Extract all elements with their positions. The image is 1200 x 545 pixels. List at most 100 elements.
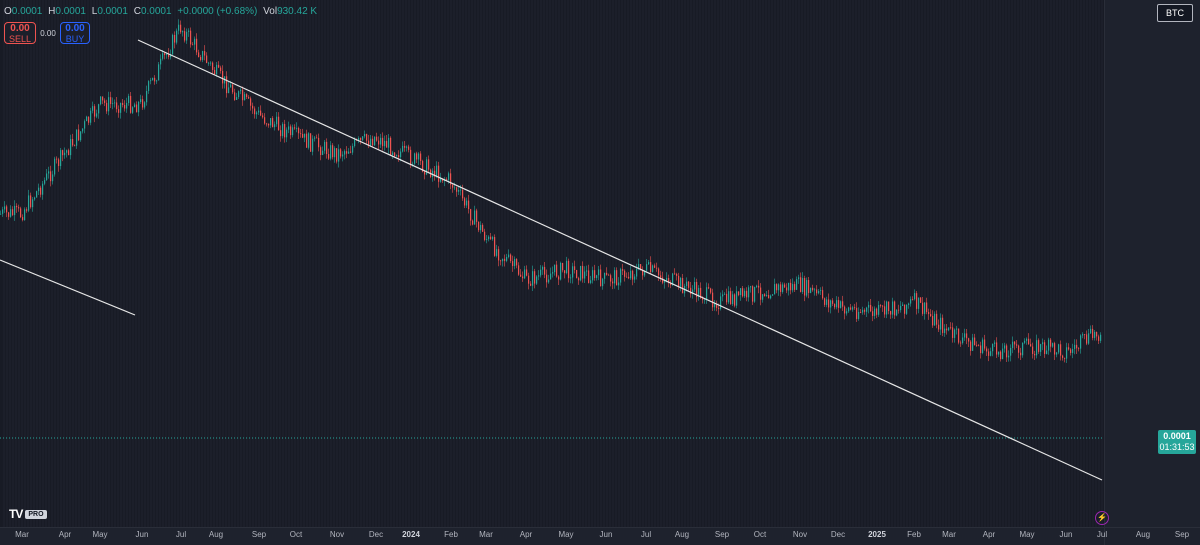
time-axis[interactable] xyxy=(0,527,1104,545)
candle-body xyxy=(378,140,380,145)
price-chart[interactable] xyxy=(0,0,1104,527)
candle-body xyxy=(766,295,768,297)
candle-body xyxy=(864,309,866,312)
candle-body xyxy=(714,303,716,308)
candle-body xyxy=(666,277,668,281)
candle-body xyxy=(746,290,748,298)
candle-body xyxy=(504,258,506,261)
candle-body xyxy=(852,307,854,310)
buy-button[interactable]: 0.00 BUY xyxy=(60,22,90,44)
candle-body xyxy=(114,102,116,104)
candle-body xyxy=(554,264,556,273)
candle-body xyxy=(810,287,812,293)
candle-body xyxy=(806,280,808,296)
candle-body xyxy=(470,209,472,221)
time-label-9: Dec xyxy=(368,530,384,539)
time-label-23: Feb xyxy=(907,530,921,539)
candle-body xyxy=(716,303,718,308)
candle-body xyxy=(82,128,84,132)
candle-body xyxy=(92,106,94,111)
time-label-28: Jul xyxy=(1096,530,1108,539)
symbol-badge[interactable]: BTC xyxy=(1157,4,1193,22)
candle-body xyxy=(800,277,802,292)
candle-body xyxy=(872,311,874,316)
candle-body xyxy=(670,283,672,286)
candle-body xyxy=(1080,335,1082,349)
candle-body xyxy=(592,270,594,281)
candle-body xyxy=(236,97,238,100)
candle-body xyxy=(934,313,936,326)
trendline-main[interactable] xyxy=(137,39,1103,481)
candle-body xyxy=(818,290,820,294)
candle-body xyxy=(924,302,926,314)
candle-body xyxy=(796,279,798,290)
candle-body xyxy=(390,137,392,155)
candle-body xyxy=(566,260,568,274)
candle-body xyxy=(858,311,860,319)
candle-body xyxy=(386,140,388,148)
sell-price: 0.00 xyxy=(10,23,30,34)
candle-body xyxy=(946,328,948,331)
candle-body xyxy=(140,99,142,103)
ohlc-legend: O0.0001 H0.0001 L0.0001 C0.0001 +0.0000 … xyxy=(4,6,320,17)
time-label-10: 2024 xyxy=(402,530,420,539)
candle-body xyxy=(108,97,110,112)
tradingview-logo[interactable]: TV PRO xyxy=(9,507,47,521)
candle-body xyxy=(978,345,980,347)
lightning-icon[interactable]: ⚡ xyxy=(1095,511,1109,525)
candle-body xyxy=(170,54,172,58)
candle-body xyxy=(534,271,536,284)
candle-body xyxy=(628,276,630,279)
candle-body xyxy=(690,287,692,294)
change-value: +0.0000 (+0.68%) xyxy=(177,6,258,17)
candle-body xyxy=(414,153,416,164)
candle-body xyxy=(478,221,480,231)
candle-body xyxy=(884,306,886,315)
candle-body xyxy=(984,339,986,349)
candle-body xyxy=(408,146,410,150)
candle-body xyxy=(832,300,834,304)
candle-body xyxy=(922,302,924,314)
candle-body xyxy=(850,307,852,310)
candle-body xyxy=(638,264,640,269)
candle-body xyxy=(642,269,644,276)
candle-body xyxy=(260,110,262,116)
candle-body xyxy=(894,301,896,316)
candle-body xyxy=(908,303,910,305)
trendline-left[interactable] xyxy=(0,259,136,316)
candle-body xyxy=(372,138,374,146)
time-label-7: Oct xyxy=(289,530,303,539)
high-value: 0.0001 xyxy=(55,6,86,17)
candle-body xyxy=(460,189,462,191)
candle-body xyxy=(1034,353,1036,356)
candle-body xyxy=(332,145,334,158)
candle-body xyxy=(334,148,336,158)
buy-price: 0.00 xyxy=(65,23,85,34)
candle-body xyxy=(798,277,800,280)
candle-body xyxy=(382,137,384,147)
high-label: H xyxy=(48,6,56,17)
time-label-15: Jun xyxy=(599,530,613,539)
candle-body xyxy=(192,44,194,46)
candle-body xyxy=(556,264,558,277)
candle-body xyxy=(906,304,908,314)
candle-body xyxy=(794,284,796,290)
candle-body xyxy=(848,307,850,312)
sell-button[interactable]: 0.00 SELL xyxy=(4,22,36,44)
candle-body xyxy=(718,307,720,309)
candle-body xyxy=(758,285,760,288)
candle-body xyxy=(558,276,560,280)
candle-body xyxy=(120,102,122,113)
candle-body xyxy=(1064,357,1066,359)
candle-body xyxy=(100,96,102,105)
candle-body xyxy=(186,31,188,41)
candle-body xyxy=(158,64,160,81)
candle-body xyxy=(496,249,498,256)
time-label-1: Apr xyxy=(58,530,72,539)
candle-body xyxy=(636,268,638,277)
candle-body xyxy=(950,327,952,329)
candle-body xyxy=(928,312,930,315)
candle-body xyxy=(632,270,634,280)
candle-body xyxy=(510,254,512,262)
candle-body xyxy=(576,270,578,279)
